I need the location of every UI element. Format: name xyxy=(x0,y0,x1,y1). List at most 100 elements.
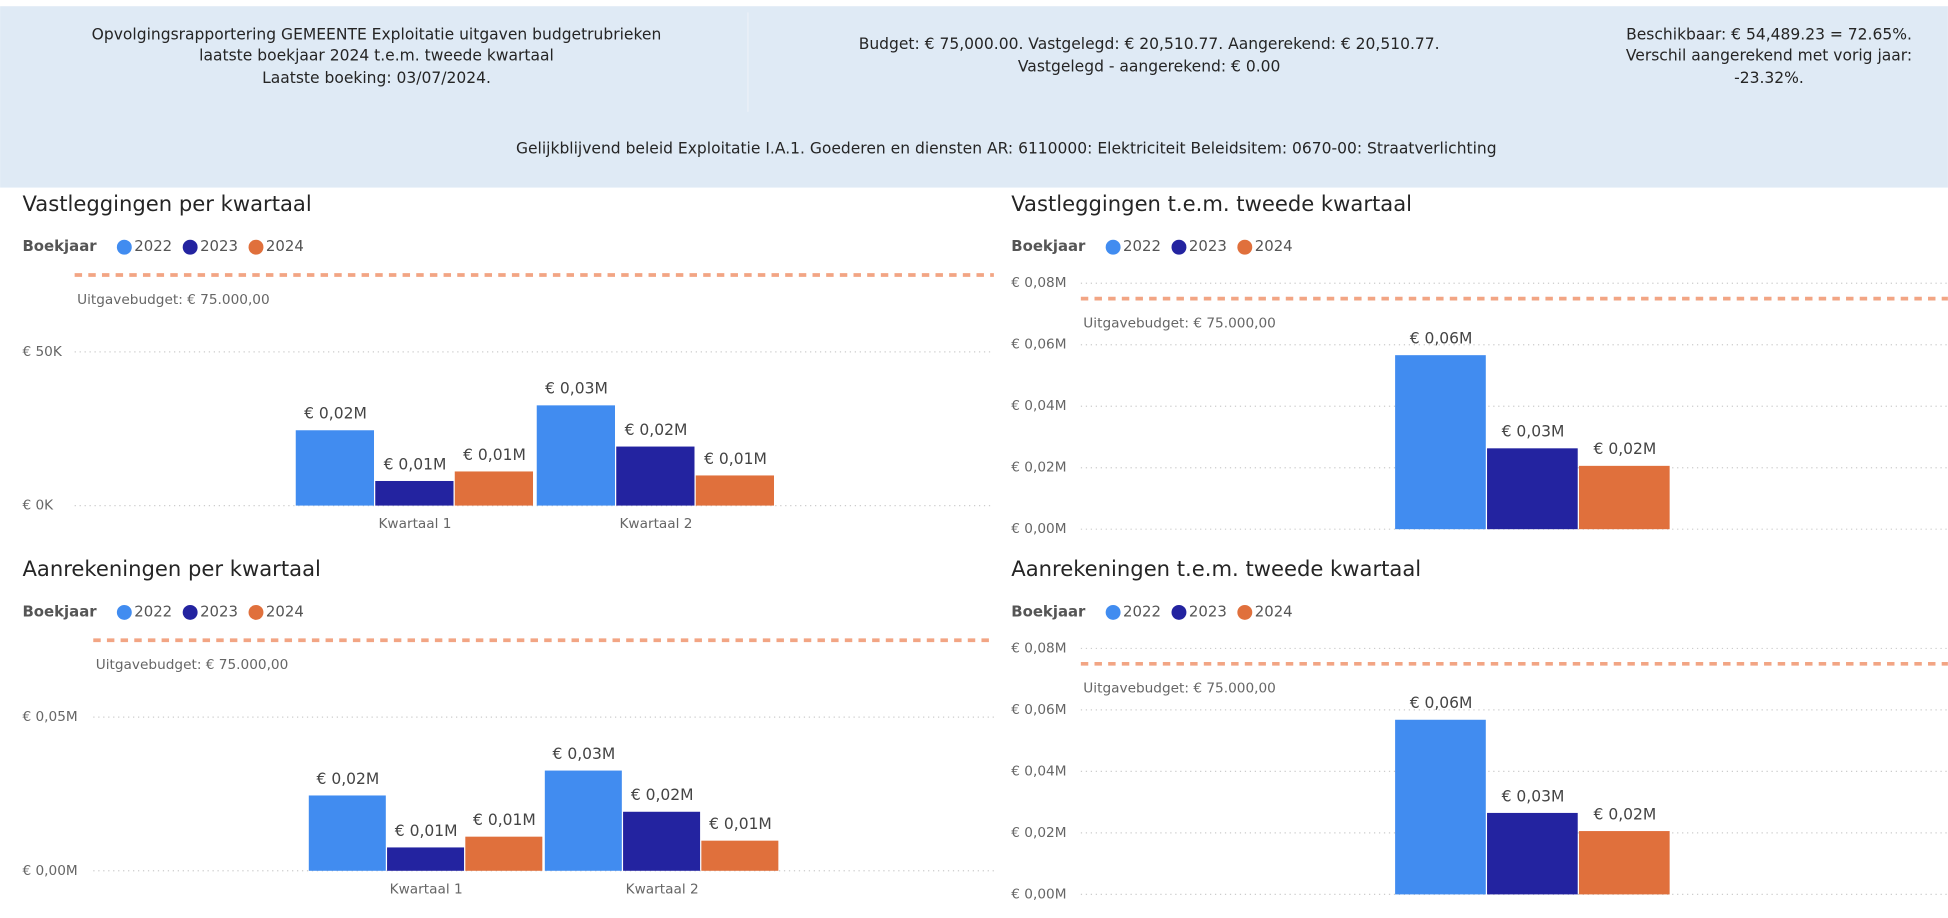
bar xyxy=(1578,465,1670,530)
legend-label: 2024 xyxy=(266,237,304,255)
y-tick-label: € 0,08M xyxy=(1011,275,1066,291)
legend-marker xyxy=(1105,604,1121,620)
value-label: € 0,01M xyxy=(473,811,536,829)
header-subtitle: Gelijkblijvend beleid Exploitatie I.A.1.… xyxy=(516,140,1497,158)
legend-marker xyxy=(116,239,132,255)
chart-title: Aanrekeningen t.e.m. tweede kwartaal xyxy=(1011,556,1421,581)
legend-label: 2023 xyxy=(200,237,238,255)
value-label: € 0,02M xyxy=(317,770,380,788)
reference-label: Uitgavebudget: € 75.000,00 xyxy=(1083,315,1276,331)
header-text: -23.32%. xyxy=(1734,69,1804,87)
bar xyxy=(1578,831,1670,895)
legend-marker xyxy=(1171,239,1187,255)
y-tick-label: € 0K xyxy=(22,498,54,514)
value-label: € 0,01M xyxy=(463,446,526,464)
y-tick-label: € 0,04M xyxy=(1011,398,1066,414)
bar xyxy=(536,405,615,506)
y-tick-label: € 0,06M xyxy=(1011,337,1066,353)
legend-title: Boekjaar xyxy=(22,602,97,620)
legend-marker xyxy=(1237,604,1253,620)
value-label: € 0,06M xyxy=(1410,330,1473,348)
chart-title: Vastleggingen t.e.m. tweede kwartaal xyxy=(1011,191,1412,216)
y-tick-label: € 0,04M xyxy=(1011,763,1066,779)
legend-marker xyxy=(182,604,198,620)
bar xyxy=(375,480,454,506)
y-tick-label: € 0,00M xyxy=(1011,521,1066,537)
legend-label: 2024 xyxy=(1255,237,1293,255)
legend-label: 2022 xyxy=(1123,602,1161,620)
legend-marker xyxy=(1105,239,1121,255)
y-tick-label: € 0,00M xyxy=(1011,886,1066,902)
bar xyxy=(695,475,775,506)
value-label: € 0,01M xyxy=(384,455,447,473)
bar xyxy=(1487,448,1578,530)
value-label: € 0,02M xyxy=(625,421,688,439)
x-tick-label: Kwartaal 2 xyxy=(619,516,692,532)
value-label: € 0,02M xyxy=(304,405,367,423)
legend-title: Boekjaar xyxy=(1011,237,1086,255)
value-label: € 0,03M xyxy=(553,745,616,763)
legend-label: 2022 xyxy=(134,602,172,620)
chart-title: Aanrekeningen per kwartaal xyxy=(22,556,320,581)
y-tick-label: € 50K xyxy=(22,344,62,360)
header-text: Vastgelegd - aangerekend: € 0.00 xyxy=(1018,58,1281,76)
y-tick-label: € 0,02M xyxy=(1011,460,1066,476)
value-label: € 0,02M xyxy=(1594,440,1657,458)
bar xyxy=(701,840,779,871)
header-text: Budget: € 75,000.00. Vastgelegd: € 20,51… xyxy=(859,35,1440,53)
reference-label: Uitgavebudget: € 75.000,00 xyxy=(1083,681,1276,697)
x-tick-label: Kwartaal 2 xyxy=(626,881,699,897)
header-text: Opvolgingsrapportering GEMEENTE Exploita… xyxy=(92,25,662,43)
value-label: € 0,03M xyxy=(545,380,608,398)
legend-marker xyxy=(248,239,264,255)
y-tick-label: € 0,05M xyxy=(22,709,77,725)
value-label: € 0,02M xyxy=(631,786,694,804)
legend-marker xyxy=(1171,604,1187,620)
bar xyxy=(623,811,701,871)
y-tick-label: € 0,00M xyxy=(22,863,77,879)
header-panel xyxy=(0,6,1948,188)
bar xyxy=(454,471,534,506)
bar xyxy=(465,836,543,871)
reference-label: Uitgavebudget: € 75.000,00 xyxy=(77,292,270,308)
header-text: Verschil aangerekend met vorig jaar: xyxy=(1626,46,1912,64)
value-label: € 0,02M xyxy=(1594,805,1657,823)
legend-marker xyxy=(182,239,198,255)
legend-marker xyxy=(1237,239,1253,255)
x-tick-label: Kwartaal 1 xyxy=(390,881,463,897)
y-tick-label: € 0,08M xyxy=(1011,640,1066,656)
value-label: € 0,01M xyxy=(395,822,458,840)
header-text: laatste boekjaar 2024 t.e.m. tweede kwar… xyxy=(199,46,554,64)
value-label: € 0,01M xyxy=(704,450,767,468)
bar xyxy=(544,770,622,871)
bar xyxy=(1395,719,1486,895)
legend-label: 2023 xyxy=(1189,602,1227,620)
chart-title: Vastleggingen per kwartaal xyxy=(22,191,311,216)
value-label: € 0,06M xyxy=(1410,694,1473,712)
header-text: Laatste boeking: 03/07/2024. xyxy=(262,69,491,87)
legend-label: 2024 xyxy=(266,602,304,620)
header-text: Beschikbaar: € 54,489.23 = 72.65%. xyxy=(1626,25,1912,43)
legend-label: 2022 xyxy=(1123,237,1161,255)
legend-label: 2023 xyxy=(200,602,238,620)
legend-marker xyxy=(116,604,132,620)
y-tick-label: € 0,02M xyxy=(1011,825,1066,841)
bar xyxy=(308,795,386,871)
value-label: € 0,03M xyxy=(1502,787,1565,805)
legend-label: 2023 xyxy=(1189,237,1227,255)
legend-title: Boekjaar xyxy=(22,237,97,255)
bar xyxy=(1395,355,1486,530)
value-label: € 0,03M xyxy=(1502,423,1565,441)
value-label: € 0,01M xyxy=(709,815,772,833)
bar xyxy=(387,847,465,871)
legend-title: Boekjaar xyxy=(1011,602,1086,620)
legend-label: 2024 xyxy=(1255,602,1293,620)
bar xyxy=(295,430,375,506)
bar xyxy=(1487,812,1578,895)
bar xyxy=(616,446,695,506)
legend-marker xyxy=(248,604,264,620)
legend-label: 2022 xyxy=(134,237,172,255)
reference-label: Uitgavebudget: € 75.000,00 xyxy=(96,657,289,673)
y-tick-label: € 0,06M xyxy=(1011,702,1066,718)
